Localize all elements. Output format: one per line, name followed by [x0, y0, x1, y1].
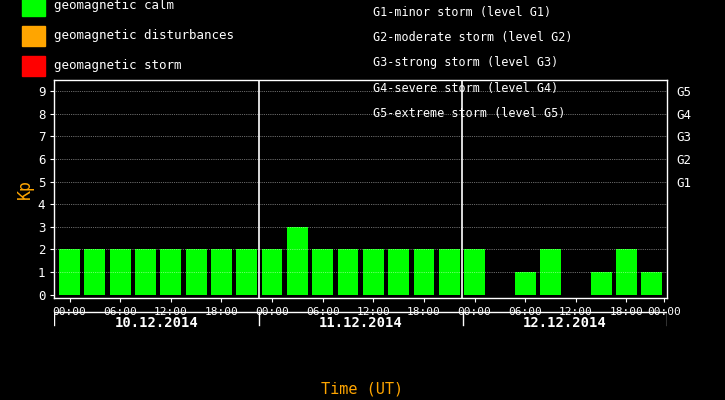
- Text: G5-extreme storm (level G5): G5-extreme storm (level G5): [373, 107, 566, 120]
- Text: geomagnetic storm: geomagnetic storm: [54, 60, 181, 72]
- Bar: [338, 250, 358, 295]
- Text: 11.12.2014: 11.12.2014: [319, 316, 402, 330]
- Bar: [186, 250, 207, 295]
- Bar: [464, 250, 485, 295]
- Bar: [135, 250, 156, 295]
- Bar: [312, 250, 333, 295]
- Bar: [211, 250, 232, 295]
- Text: geomagnetic calm: geomagnetic calm: [54, 0, 174, 12]
- Bar: [389, 250, 409, 295]
- Bar: [642, 272, 662, 295]
- Text: G4-severe storm (level G4): G4-severe storm (level G4): [373, 82, 559, 94]
- Bar: [515, 272, 536, 295]
- Bar: [287, 227, 308, 295]
- Bar: [591, 272, 612, 295]
- Text: G2-moderate storm (level G2): G2-moderate storm (level G2): [373, 31, 573, 44]
- Text: G3-strong storm (level G3): G3-strong storm (level G3): [373, 56, 559, 69]
- Bar: [616, 250, 637, 295]
- Text: 12.12.2014: 12.12.2014: [523, 316, 607, 330]
- Text: Time (UT): Time (UT): [321, 381, 404, 396]
- Bar: [413, 250, 434, 295]
- Bar: [236, 250, 257, 295]
- Text: G1-minor storm (level G1): G1-minor storm (level G1): [373, 6, 552, 19]
- Bar: [262, 250, 283, 295]
- Bar: [59, 250, 80, 295]
- Bar: [109, 250, 130, 295]
- Y-axis label: Kp: Kp: [16, 179, 33, 199]
- Bar: [540, 250, 561, 295]
- Bar: [439, 250, 460, 295]
- Bar: [667, 250, 687, 295]
- Bar: [85, 250, 105, 295]
- Text: 10.12.2014: 10.12.2014: [115, 316, 199, 330]
- Bar: [160, 250, 181, 295]
- Text: geomagnetic disturbances: geomagnetic disturbances: [54, 30, 233, 42]
- Bar: [363, 250, 384, 295]
